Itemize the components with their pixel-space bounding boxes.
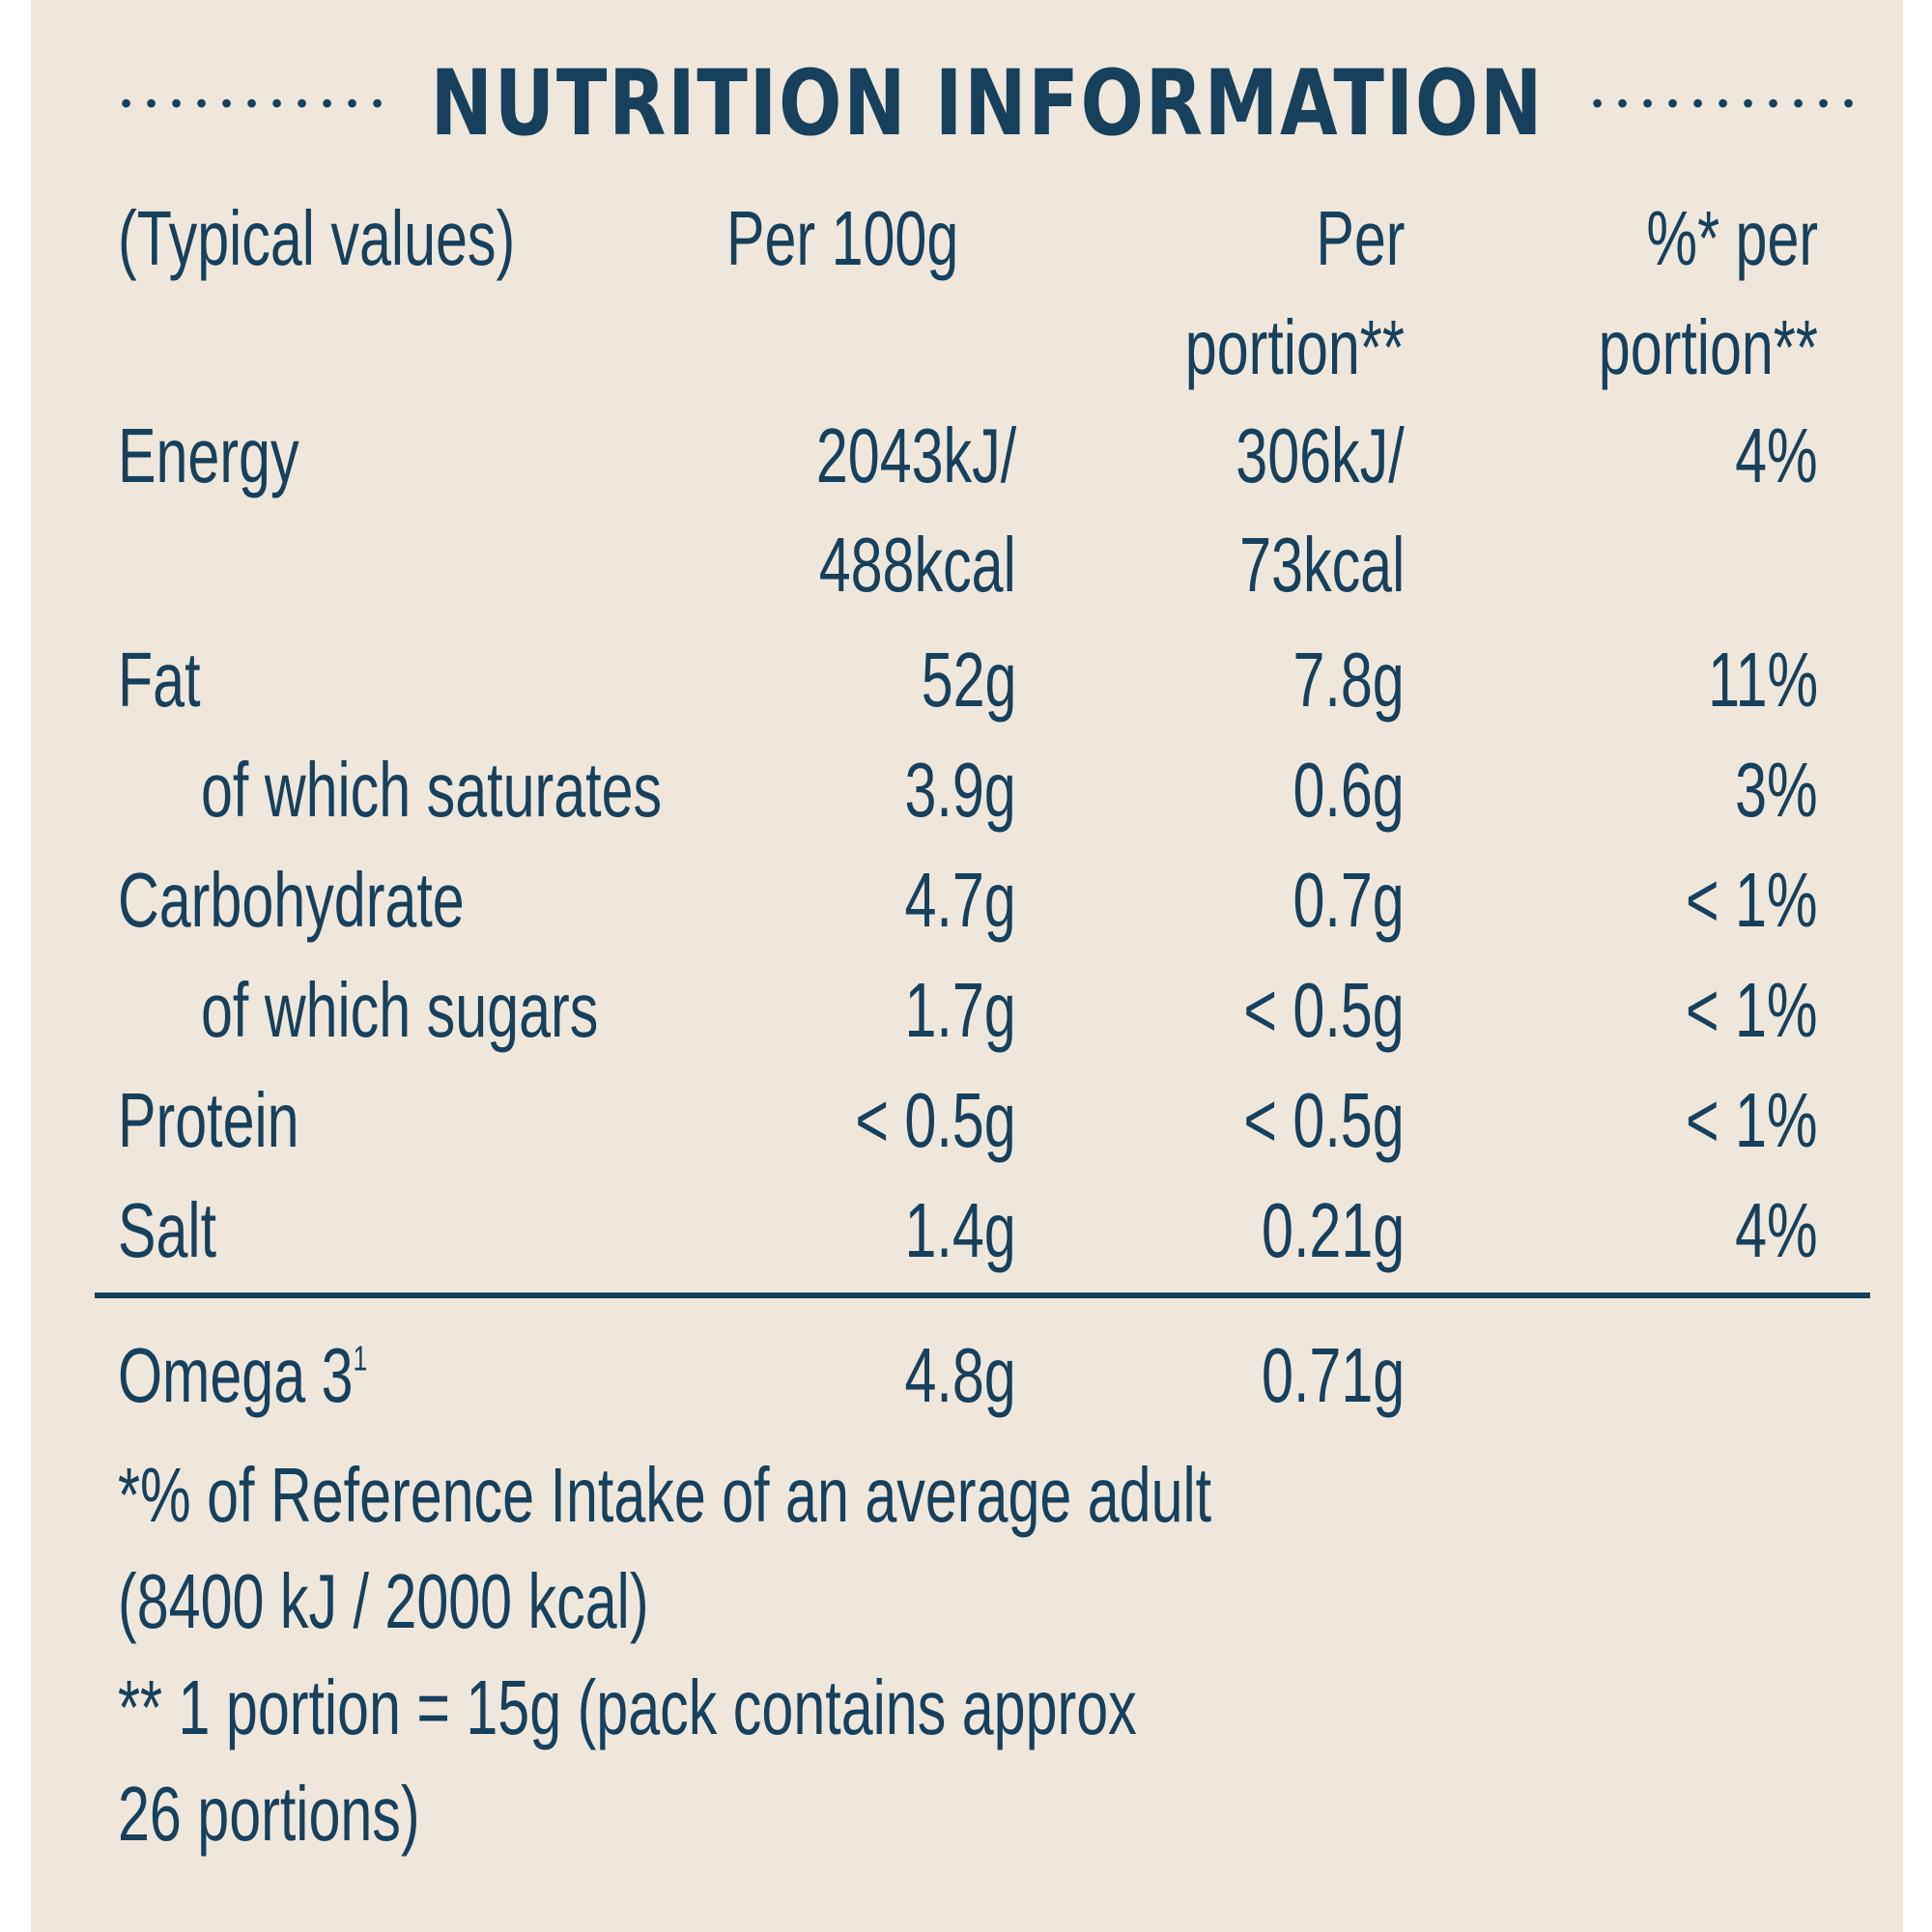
row-sugars-label: of which sugars [201,967,599,1053]
row-saturates-label: of which saturates [201,747,663,833]
title-row: NUTRITION INFORMATION [108,50,1866,156]
row-omega3-per100: 4.8g [904,1332,1016,1418]
header-ri-line1: %* per [1646,195,1818,281]
row-omega3-portion: 0.71g [1261,1332,1405,1418]
row-fat-portion: 7.8g [1293,637,1405,723]
footnote-portion-line1: ** 1 portion = 15g (pack contains approx [118,1664,1137,1750]
row-protein-label: Protein [118,1077,299,1163]
row-saturates-per100: 3.9g [904,747,1016,833]
row-fat-label: Fat [118,637,201,723]
row-fat-ri: 11% [1707,637,1818,723]
row-energy-label: Energy [118,412,299,498]
footnote-portion-line2: 26 portions) [118,1771,420,1857]
row-protein-portion: < 0.5g [1243,1077,1405,1163]
row-energy-portion-kj: 306kJ/ [1236,412,1405,498]
row-sugars-ri: < 1% [1686,967,1818,1053]
row-salt-portion: 0.21g [1261,1187,1405,1273]
header-per-100g: Per 100g [726,195,959,281]
row-protein-per100: < 0.5g [855,1077,1016,1163]
footnote-ri-line1: *% of Reference Intake of an average adu… [118,1452,1212,1538]
table-divider [95,1293,1870,1298]
panel-title: NUTRITION INFORMATION [430,50,1545,156]
row-energy-per100-kcal: 488kcal [818,522,1016,608]
dotted-rule-right [1578,97,1866,110]
row-energy-per100-kj: 2043kJ/ [815,412,1016,498]
row-energy-portion-kcal: 73kcal [1238,522,1405,608]
row-saturates-portion: 0.6g [1293,747,1405,833]
nutrition-panel: NUTRITION INFORMATION (Typical values) P… [31,0,1903,1932]
row-carbohydrate-portion: 0.7g [1293,857,1405,943]
row-carbohydrate-label: Carbohydrate [118,857,465,943]
dotted-rule-left [108,97,396,110]
omega3-footnote-mark: 1 [353,1338,368,1378]
header-typical-values: (Typical values) [118,195,516,281]
footnote-ri-line2: (8400 kJ / 2000 kcal) [118,1558,649,1644]
row-saturates-ri: 3% [1735,747,1818,833]
header-ri-line2: portion** [1598,304,1818,390]
row-carbohydrate-ri: < 1% [1686,857,1818,943]
row-fat-per100: 52g [921,637,1016,723]
row-sugars-per100: 1.7g [904,967,1016,1053]
row-omega3-label: Omega 31 [118,1337,367,1414]
row-energy-ri: 4% [1735,412,1818,498]
row-salt-ri: 4% [1735,1187,1818,1273]
row-salt-per100: 1.4g [904,1187,1016,1273]
omega3-name: Omega 3 [118,1332,354,1418]
row-protein-ri: < 1% [1686,1077,1818,1163]
row-sugars-portion: < 0.5g [1243,967,1405,1053]
row-salt-label: Salt [118,1187,217,1273]
header-per-portion-line2: portion** [1184,304,1405,390]
header-per-portion-line1: Per [1315,195,1405,281]
row-carbohydrate-per100: 4.7g [904,857,1016,943]
